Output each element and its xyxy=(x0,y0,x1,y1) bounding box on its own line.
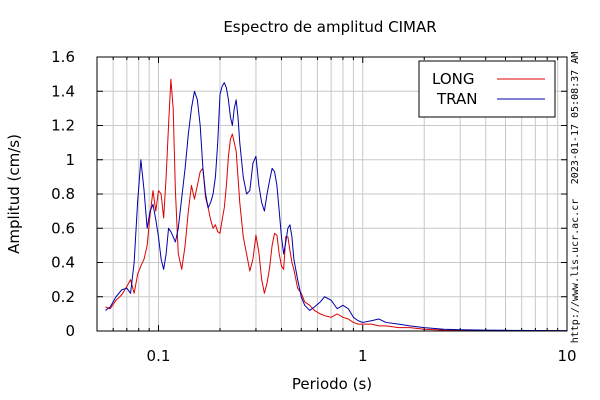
legend-label-tran: TRAN xyxy=(436,90,477,108)
x-axis-label: Periodo (s) xyxy=(292,375,372,393)
legend: LONG TRAN xyxy=(418,60,556,118)
tick-labels: 0 0.2 0.4 0.6 0.8 1 1.2 1.4 1.6 0.1 1 10 xyxy=(51,48,576,365)
y-axis-label: Amplitud (cm/s) xyxy=(5,134,23,254)
x-tick-label: 0.1 xyxy=(147,347,171,365)
timestamp-label: 2023-01-17 05:08:37 AM xyxy=(570,52,581,184)
y-tick-label: 1.6 xyxy=(51,48,75,66)
x-tick-label: 1 xyxy=(358,347,368,365)
y-tick-label: 0 xyxy=(65,322,75,340)
series-line-long xyxy=(105,78,568,332)
series-layer xyxy=(105,78,568,332)
axis-ticks xyxy=(97,56,567,332)
y-tick-label: 0.8 xyxy=(51,185,75,203)
source-url-label: http://www.lis.ucr.ac.cr xyxy=(570,199,581,344)
chart-title: Espectro de amplitud CIMAR xyxy=(223,18,436,36)
x-tick-label: 10 xyxy=(557,347,576,365)
y-tick-label: 1.2 xyxy=(51,117,75,135)
series-line-tran xyxy=(105,82,568,332)
legend-label-long: LONG xyxy=(432,70,474,88)
y-tick-label: 0.2 xyxy=(51,288,75,306)
y-tick-label: 1.4 xyxy=(51,82,75,100)
y-tick-label: 0.6 xyxy=(51,219,75,237)
y-tick-label: 0.4 xyxy=(51,254,75,272)
y-tick-label: 1 xyxy=(65,151,75,169)
legend-box xyxy=(418,60,556,118)
